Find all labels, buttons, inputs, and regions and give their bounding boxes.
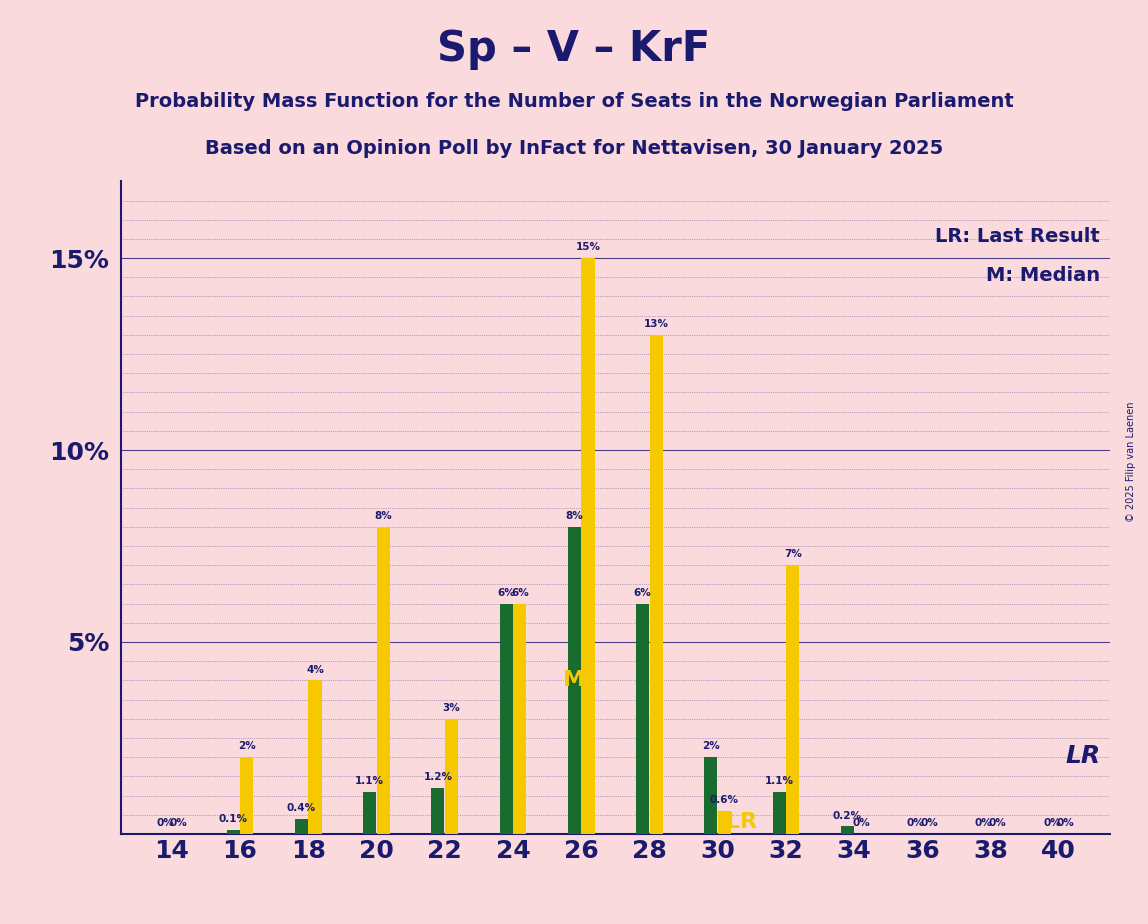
Bar bbox=[786, 565, 799, 834]
Text: LR: LR bbox=[1065, 744, 1100, 768]
Bar bbox=[636, 603, 649, 834]
Text: Based on an Opinion Poll by InFact for Nettavisen, 30 January 2025: Based on an Opinion Poll by InFact for N… bbox=[204, 139, 944, 158]
Text: 2%: 2% bbox=[238, 741, 256, 751]
Bar bbox=[432, 788, 444, 834]
Text: 0.4%: 0.4% bbox=[287, 803, 316, 813]
Text: 0%: 0% bbox=[975, 818, 993, 828]
Bar bbox=[240, 757, 254, 834]
Text: 4%: 4% bbox=[307, 664, 324, 675]
Text: 13%: 13% bbox=[644, 319, 669, 329]
Bar bbox=[226, 830, 240, 834]
Bar bbox=[499, 603, 513, 834]
Text: M: Median: M: Median bbox=[986, 266, 1100, 286]
Text: 8%: 8% bbox=[566, 511, 583, 521]
Text: 0%: 0% bbox=[921, 818, 938, 828]
Text: 3%: 3% bbox=[443, 703, 460, 713]
Text: 6%: 6% bbox=[634, 588, 651, 598]
Text: 1.1%: 1.1% bbox=[355, 776, 385, 786]
Text: Sp – V – KrF: Sp – V – KrF bbox=[437, 28, 711, 69]
Text: 6%: 6% bbox=[511, 588, 528, 598]
Text: © 2025 Filip van Laenen: © 2025 Filip van Laenen bbox=[1126, 402, 1135, 522]
Bar bbox=[363, 792, 377, 834]
Bar bbox=[513, 603, 526, 834]
Bar bbox=[568, 527, 581, 834]
Bar bbox=[377, 527, 390, 834]
Text: 0.2%: 0.2% bbox=[832, 810, 862, 821]
Text: 7%: 7% bbox=[784, 550, 801, 559]
Text: Probability Mass Function for the Number of Seats in the Norwegian Parliament: Probability Mass Function for the Number… bbox=[134, 92, 1014, 112]
Text: M: M bbox=[564, 671, 585, 690]
Text: 8%: 8% bbox=[374, 511, 393, 521]
Text: LR: LR bbox=[726, 812, 757, 833]
Text: 1.2%: 1.2% bbox=[424, 772, 452, 782]
Text: 1.1%: 1.1% bbox=[765, 776, 793, 786]
Text: 0%: 0% bbox=[852, 818, 870, 828]
Bar bbox=[445, 719, 458, 834]
Bar bbox=[295, 819, 308, 834]
Text: 0%: 0% bbox=[170, 818, 187, 828]
Text: LR: Last Result: LR: Last Result bbox=[936, 227, 1100, 246]
Bar bbox=[718, 811, 731, 834]
Text: 0%: 0% bbox=[988, 818, 1007, 828]
Bar bbox=[581, 258, 595, 834]
Bar bbox=[650, 334, 662, 834]
Text: 2%: 2% bbox=[701, 741, 720, 751]
Bar bbox=[840, 826, 854, 834]
Text: 0%: 0% bbox=[1057, 818, 1075, 828]
Bar bbox=[773, 792, 785, 834]
Text: 6%: 6% bbox=[497, 588, 515, 598]
Text: 15%: 15% bbox=[575, 242, 600, 252]
Bar bbox=[704, 757, 718, 834]
Text: 0.1%: 0.1% bbox=[218, 814, 248, 824]
Text: 0.6%: 0.6% bbox=[709, 796, 739, 805]
Text: 0%: 0% bbox=[1044, 818, 1061, 828]
Text: 0%: 0% bbox=[907, 818, 924, 828]
Bar bbox=[309, 680, 321, 834]
Text: 0%: 0% bbox=[156, 818, 173, 828]
